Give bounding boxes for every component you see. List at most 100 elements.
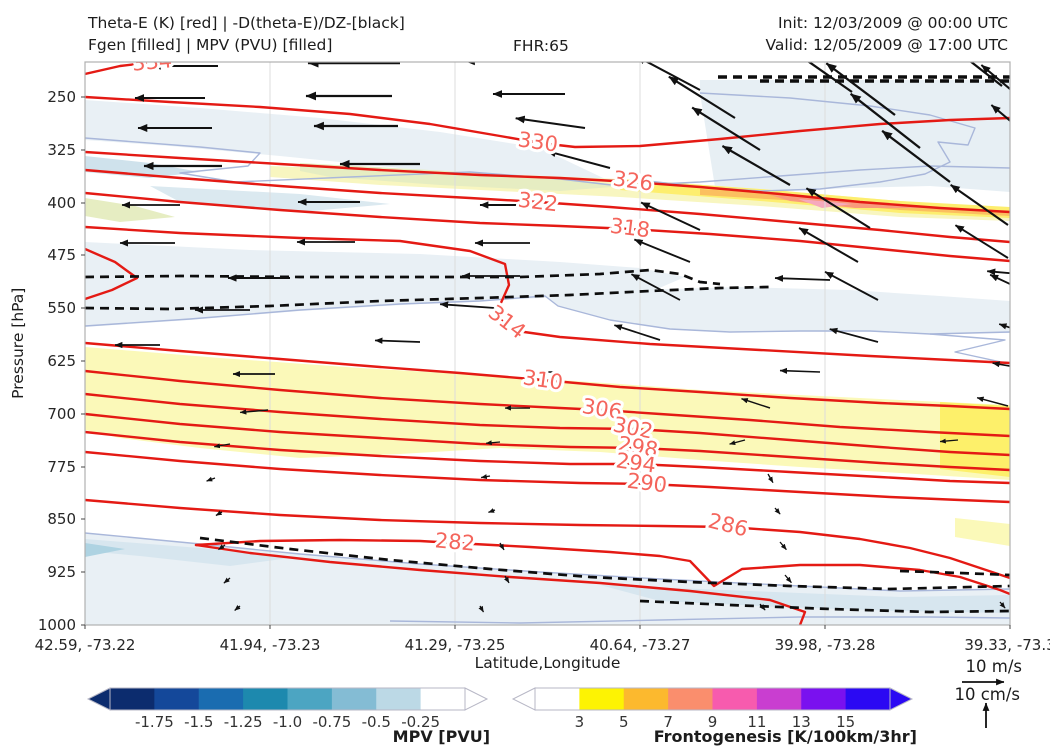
dtheta-dz-contour bbox=[199, 536, 1010, 591]
wind-arrow bbox=[767, 473, 774, 483]
colorbar-frame bbox=[109, 687, 466, 711]
colorbar-tick-label: 5 bbox=[619, 713, 629, 731]
colorbar-segment bbox=[535, 688, 580, 710]
wind-arrow bbox=[989, 273, 1010, 286]
y-tick-label: 325 bbox=[47, 141, 76, 159]
wind-arrow bbox=[784, 574, 792, 584]
wind-speed-legend-label: 10 m/s bbox=[965, 657, 1022, 676]
colorbar-segment bbox=[801, 688, 847, 710]
wind-arrow bbox=[223, 577, 231, 584]
x-tick-label: 41.29, -73.25 bbox=[405, 636, 506, 654]
y-tick-label: 925 bbox=[47, 563, 76, 581]
wind-arrow bbox=[721, 145, 791, 186]
theta-e-contour-label: 282 bbox=[434, 528, 476, 555]
wind-arrow bbox=[986, 268, 1010, 276]
y-tick-label: 250 bbox=[47, 88, 76, 106]
theta-e-contour bbox=[85, 225, 1010, 365]
run-time-labels: Init: 12/03/2009 @ 00:00 UTC Valid: 12/05… bbox=[765, 12, 1008, 57]
wind-arrow bbox=[798, 227, 859, 263]
y-tick-label: 625 bbox=[47, 352, 76, 370]
filled-region bbox=[85, 539, 290, 566]
wind-arrow bbox=[668, 75, 736, 119]
wind-arrow bbox=[825, 62, 896, 116]
wind-arrow bbox=[634, 238, 691, 263]
theta-e-contour-label: 290 bbox=[626, 469, 669, 498]
x-tick-label: 42.59, -73.22 bbox=[35, 636, 136, 654]
colorbar-tick-label: 11 bbox=[747, 713, 766, 731]
wind-arrow bbox=[504, 575, 510, 584]
colorbar-segment bbox=[623, 688, 669, 710]
wind-arrow bbox=[992, 361, 1010, 368]
plot-area: 3343303263223183143103063022982942902862… bbox=[85, 62, 1048, 625]
plot-frame bbox=[84, 61, 1011, 626]
wind-arrow bbox=[1030, 470, 1040, 471]
wind-arrow bbox=[691, 106, 761, 151]
colorbar-segment bbox=[331, 688, 377, 710]
mpv-colorbar-label: MPV [PVU] bbox=[393, 727, 490, 746]
colorbar-segment bbox=[845, 688, 891, 710]
colorbar-tick-label: -0.75 bbox=[312, 713, 351, 731]
wind-arrow bbox=[849, 92, 921, 149]
theta-e-contour bbox=[85, 168, 1010, 244]
wind-arrow bbox=[774, 274, 831, 282]
wind-arrow bbox=[631, 273, 681, 301]
colorbar-tick-label: 7 bbox=[663, 713, 673, 731]
mpv-outline-contour bbox=[389, 616, 1010, 624]
forecast-hour-label: FHR:65 bbox=[513, 37, 569, 55]
y-tick-label: 850 bbox=[47, 510, 76, 528]
y-tick-label: 775 bbox=[47, 458, 76, 476]
filled-region bbox=[85, 543, 125, 557]
theta-e-contour bbox=[85, 498, 1010, 580]
wind-arrow bbox=[954, 224, 1009, 259]
y-tick-label: 1000 bbox=[38, 616, 76, 634]
wind-arrow bbox=[215, 510, 223, 517]
theta-e-contour bbox=[85, 450, 1010, 504]
colorbar-tick-label: 9 bbox=[708, 713, 718, 731]
colorbar-left-arrow bbox=[511, 687, 536, 711]
theta-e-contour bbox=[85, 150, 1010, 214]
mpv-outline-contour bbox=[85, 137, 1010, 187]
filled-region bbox=[85, 100, 620, 186]
wind-arrow bbox=[779, 367, 821, 374]
theta-e-contour bbox=[85, 369, 1010, 438]
y-tick-label: 400 bbox=[47, 194, 76, 212]
init-time-label: Init: 12/03/2009 @ 00:00 UTC bbox=[778, 14, 1008, 32]
colorbar-frame bbox=[534, 687, 891, 711]
plot-title: Theta-E (K) [red] | -D(theta-E)/DZ-[blac… bbox=[88, 12, 405, 57]
wind-arrow bbox=[480, 474, 491, 480]
wind-arrow bbox=[213, 443, 231, 449]
colorbar-right-arrow bbox=[889, 687, 914, 711]
mpv-outline-layer bbox=[85, 92, 1010, 624]
y-tick-label: 475 bbox=[47, 246, 76, 264]
colorbar-tick-label: -1.25 bbox=[224, 713, 263, 731]
wind-arrow bbox=[499, 542, 505, 551]
vertical-motion-legend-label: 10 cm/s bbox=[954, 685, 1020, 704]
fgen-colorbar-label: Frontogenesis [K/100km/3hr] bbox=[654, 727, 917, 746]
wind-arrows-layer bbox=[114, 62, 1048, 613]
wind-arrow bbox=[999, 601, 1006, 609]
colorbar-segment bbox=[287, 688, 333, 710]
filled-region bbox=[85, 347, 1010, 480]
theta-e-contour bbox=[85, 191, 1010, 263]
wind-arrow bbox=[824, 270, 879, 301]
theta-e-contour-label: 318 bbox=[609, 214, 652, 243]
mpv-outline-contour bbox=[85, 295, 1010, 335]
axis-ticks-layer: 250 325 400 475 550 625 700 775 850 925 1000 42.59,… bbox=[35, 88, 1050, 654]
colorbar-segment bbox=[110, 688, 155, 710]
colorbar-segment bbox=[668, 688, 713, 710]
valid-time-label: Valid: 12/05/2009 @ 17:00 UTC bbox=[765, 36, 1008, 55]
wind-arrow bbox=[976, 396, 1009, 407]
wind-arrow bbox=[980, 64, 1010, 91]
wind-arrow bbox=[805, 187, 871, 229]
wind-arrow bbox=[774, 507, 781, 515]
dtheta-dz-contour bbox=[639, 599, 1010, 614]
filled-region bbox=[940, 402, 1010, 477]
theta-e-contour bbox=[85, 247, 139, 301]
wind-arrow bbox=[1042, 572, 1048, 580]
y-tick-label: 550 bbox=[47, 299, 76, 317]
dtheta-dz-contour bbox=[899, 569, 1010, 577]
theta-e-contour bbox=[85, 62, 164, 76]
